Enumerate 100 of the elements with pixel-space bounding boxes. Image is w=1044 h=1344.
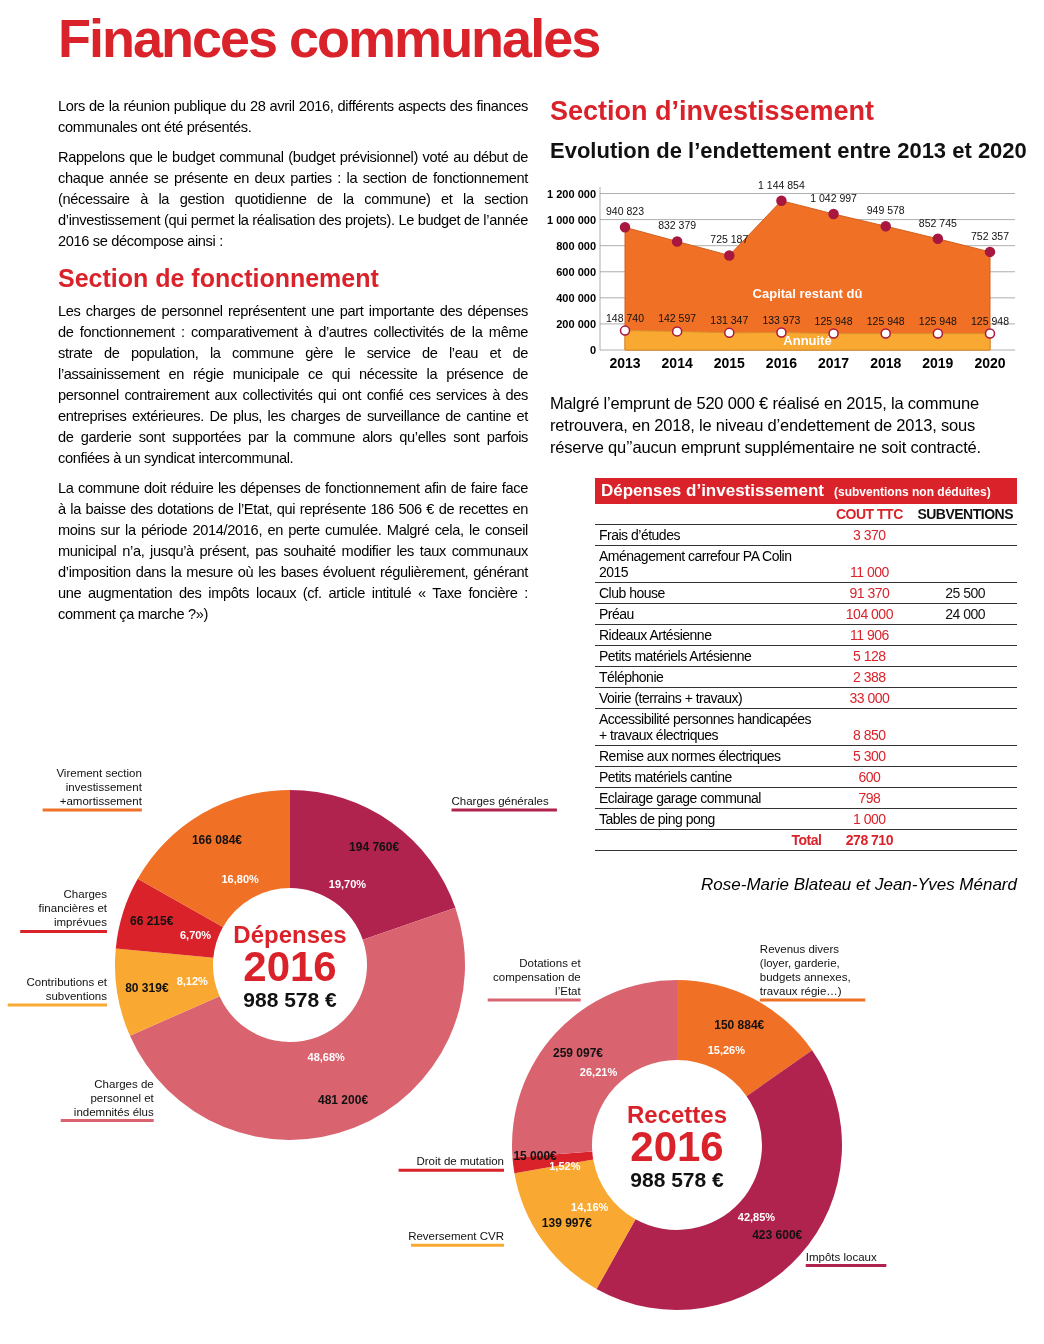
- text: Malgré l’emprunt de 520 000 € réalisé en 2015, la commune retrouvera, en 2018, le niveau d’endettement de 2013, sous réserve qu’’aucun emprunt supplémentaire ne soit contracté.: [550, 393, 982, 458]
- y-tick-label: 400 000: [556, 291, 596, 304]
- data-label: 125 948: [814, 314, 853, 327]
- text: Les charges de personnel représentent une part importante des dépenses de fonctionnement : comparativement à d’autres collectivités de la même strate de population, la commune gère le service de l’eau et de l’assainissement en régie municipale ce qui nécessite la présence de personnel contrairement aux collectivités qui ont confié ces services à des entreprises extérieures. De plus, les charges de surveillance de cantine et de garderie sont supportées par la commune alors qu’elles sont parfois confiées à un syndicat intercommunal.: [58, 302, 528, 468]
- data-label: 949 578: [866, 204, 905, 217]
- chart-subtitle: Evolution de l’endettement entre 2013 et 2020: [550, 138, 1027, 163]
- x-tick-label: 2017: [817, 355, 850, 371]
- data-label: 148 740: [606, 311, 645, 324]
- donut-slice: [115, 878, 223, 958]
- data-label: 3 370: [825, 524, 914, 546]
- y-tick-label: 0: [589, 344, 596, 356]
- text: 988 578 €: [243, 988, 337, 1011]
- data-label: 1 000: [825, 808, 914, 830]
- data-label: 832 379: [658, 219, 697, 232]
- text: (subventions non déduites): [833, 485, 991, 499]
- data-label: 1 042 997: [810, 191, 858, 204]
- data-label: 1 144 854: [758, 178, 805, 191]
- data-label: 798: [825, 787, 914, 809]
- category-label: Rideaux Artésienne: [595, 624, 826, 646]
- data-label: 142 597: [658, 312, 697, 325]
- data-label: 11 000: [825, 545, 914, 583]
- data-label: 125 948: [918, 314, 957, 327]
- text: Dépenses: [233, 921, 347, 948]
- category-label: Petits matériels Artésienne: [595, 645, 826, 667]
- data-label: 104 000: [825, 603, 914, 625]
- slice-label: Charges financières et imprévues: [38, 888, 108, 929]
- y-tick-label: 600 000: [556, 265, 596, 278]
- data-label: 259 097€: [552, 1046, 604, 1061]
- data-label: 133 973: [762, 313, 801, 326]
- text: 14,16%: [571, 1200, 609, 1213]
- text: 16,80%: [221, 873, 260, 886]
- x-tick-label: 2019: [922, 355, 954, 371]
- data-label: 5 300: [825, 745, 914, 767]
- data-label: 2 388: [825, 666, 914, 688]
- slice-label: Revenus divers (loyer, garderie, budgets annexes, travaux régie…): [759, 943, 851, 997]
- data-label: 24 000: [913, 603, 1017, 625]
- data-label: 33 000: [825, 687, 914, 709]
- y-tick-label: 800 000: [556, 239, 596, 252]
- data-label: 600: [825, 766, 914, 788]
- slice-label: Contributions et subventions: [26, 976, 108, 1003]
- text: 19,70%: [328, 878, 367, 891]
- category-label: Petits matériels cantine: [595, 766, 826, 788]
- y-tick-label: 1 200 000: [547, 187, 596, 200]
- x-tick-label: 2013: [609, 355, 641, 371]
- slice-label: Reversement CVR: [408, 1230, 504, 1243]
- text: 26,21%: [579, 1066, 618, 1079]
- data-label: 481 200€: [318, 1092, 369, 1107]
- data-label: 8 850: [825, 708, 914, 746]
- category-label: Préau: [595, 603, 826, 625]
- slice-label: Impôts locaux: [805, 1250, 877, 1263]
- data-label: 852 745: [918, 216, 957, 229]
- category-label: Club house: [595, 582, 826, 604]
- data-label: 25 500: [913, 582, 1017, 604]
- slice-label: Virement section investissement +amortissement: [56, 767, 143, 807]
- data-label: 5 128: [825, 645, 914, 667]
- text: 15,26%: [707, 1044, 746, 1057]
- x-tick-label: 2016: [765, 355, 798, 371]
- slice-label: Dotations et compensation de l’Etat: [493, 957, 582, 997]
- text: La commune doit réduire les dépenses de fonctionnement afin de faire face à la baisse des dotations de l’Etat, qui représente 186 506 € de recettes en moins sur la période 2014/2016, en perte cumulée. Malgré cela, le conseil municipal n’a, jusqu’à présent, pas souhaité modifier les taux communaux d’imposition dans la mesure où les bases évoluent régulièrement, générant une augmentation des impôts locaux (cf. article intitulé « Taxe foncière : comment ça marche ?»): [58, 479, 528, 624]
- text: Dépenses d’investissement: [601, 481, 824, 500]
- data-label: 11 906: [825, 624, 914, 646]
- category-label: Frais d’études: [595, 524, 826, 546]
- data-label: 125 948: [866, 314, 905, 327]
- category-label: Remise aux normes électriques: [595, 745, 826, 767]
- category-label: Tables de ping pong: [595, 808, 826, 830]
- x-tick-label: 2020: [974, 355, 1006, 371]
- text: Finances communales: [58, 7, 600, 70]
- data-label: 125 948: [971, 314, 1010, 327]
- data-label: 194 760€: [349, 839, 400, 854]
- donut-slice: [115, 948, 220, 1036]
- text: Rose-Marie Blateau et Jean-Yves Ménard: [700, 875, 1017, 895]
- y-tick-label: 1 000 000: [547, 213, 596, 226]
- text: 6,70%: [179, 929, 212, 942]
- data-label: 150 884€: [714, 1018, 765, 1033]
- series-label: Capital restant dû: [752, 286, 863, 302]
- data-label: 423 600€: [752, 1228, 803, 1243]
- data-label: 91 370: [825, 582, 914, 604]
- x-tick-label: 2018: [870, 355, 902, 371]
- category-label: Téléphonie: [595, 666, 826, 688]
- slice-label: Charges générales: [451, 795, 549, 807]
- category-label: Aménagement carrefour PA Colin 2015: [595, 545, 826, 583]
- slice-label: Droit de mutation: [416, 1155, 504, 1168]
- data-label: 66 215€: [129, 914, 174, 929]
- text: Total: [595, 829, 826, 851]
- x-tick-label: 2014: [661, 355, 693, 371]
- data-label: 940 823: [606, 205, 645, 218]
- series-label: Annuité: [783, 333, 832, 349]
- category-label: Accessibilité personnes handicapées + travaux électriques: [595, 708, 826, 746]
- y-tick-label: 200 000: [556, 317, 596, 330]
- x-tick-label: 2015: [713, 355, 746, 371]
- data-label: 139 997€: [541, 1216, 593, 1231]
- text: 42,85%: [737, 1210, 776, 1223]
- text: Section de fonctionnement: [58, 264, 380, 293]
- text: SUBVENTIONS: [913, 504, 1017, 525]
- text: 278 710: [845, 832, 893, 848]
- category-label: Voirie (terrains + travaux): [595, 687, 826, 709]
- data-label: 166 084€: [191, 832, 243, 847]
- data-label: 80 319€: [125, 981, 169, 996]
- chart-title: Section d’investissement: [550, 96, 875, 126]
- data-label: 131 347: [710, 313, 749, 326]
